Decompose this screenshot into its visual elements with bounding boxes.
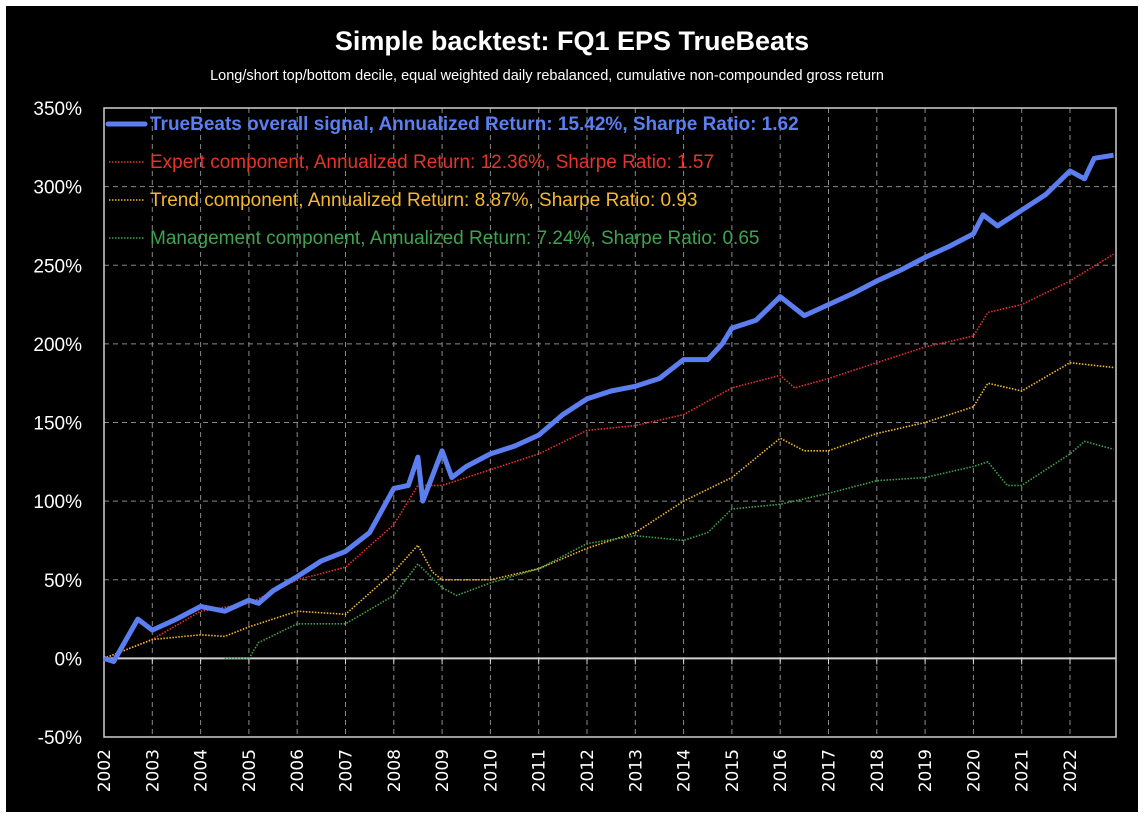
x-tick-label: 2008 (385, 749, 405, 792)
legend-entry: Trend component, Annualized Return: 8.87… (150, 190, 697, 211)
legend-entry: TrueBeats overall signal, Annualized Ret… (150, 114, 799, 135)
legend-entry: Management component, Annualized Return:… (150, 228, 759, 249)
x-tick-label: 2010 (481, 749, 501, 792)
plot-area-border (103, 107, 1117, 738)
y-tick-label: 250% (33, 256, 82, 277)
x-tick-label: 2007 (337, 749, 357, 792)
x-tick-label: 2018 (868, 749, 888, 792)
series-line-0 (103, 152, 1114, 664)
x-tick-label: 2005 (240, 749, 260, 792)
x-tick-label: 2014 (675, 749, 695, 792)
y-tick-label: 100% (33, 492, 82, 513)
x-tick-label: 2012 (578, 749, 598, 792)
x-tick-label: 2013 (626, 749, 646, 792)
y-tick-label: 0% (55, 649, 83, 670)
x-tick-label: 2017 (820, 749, 840, 792)
y-tick-label: 150% (33, 414, 82, 435)
x-tick-label: 2015 (723, 749, 743, 792)
y-tick-label: -50% (38, 728, 82, 749)
y-tick-label: 350% (33, 99, 82, 120)
x-tick-label: 2020 (964, 749, 984, 792)
x-tick-label: 2002 (95, 749, 115, 792)
series-line-3 (224, 440, 1114, 660)
chart-subtitle: Long/short top/bottom decile, equal weig… (210, 68, 884, 84)
x-tick-label: 2003 (143, 749, 163, 792)
x-tick-label: 2016 (771, 749, 791, 792)
legend-entry: Expert component, Annualized Return: 12.… (150, 152, 714, 173)
y-tick-label: 300% (33, 178, 82, 199)
series-line-2 (103, 361, 1114, 660)
x-tick-label: 2006 (288, 749, 308, 792)
x-tick-label: 2019 (916, 749, 936, 792)
x-tick-label: 2004 (192, 749, 212, 792)
y-tick-label: 50% (44, 571, 82, 592)
chart-title: Simple backtest: FQ1 EPS TrueBeats (334, 26, 810, 56)
x-tick-label: 2021 (1013, 749, 1033, 792)
x-tick-label: 2009 (433, 749, 453, 792)
series-line-1 (103, 253, 1114, 660)
y-tick-label: 200% (33, 335, 82, 356)
x-tick-label: 2011 (530, 749, 550, 792)
x-tick-label: 2022 (1061, 749, 1081, 792)
